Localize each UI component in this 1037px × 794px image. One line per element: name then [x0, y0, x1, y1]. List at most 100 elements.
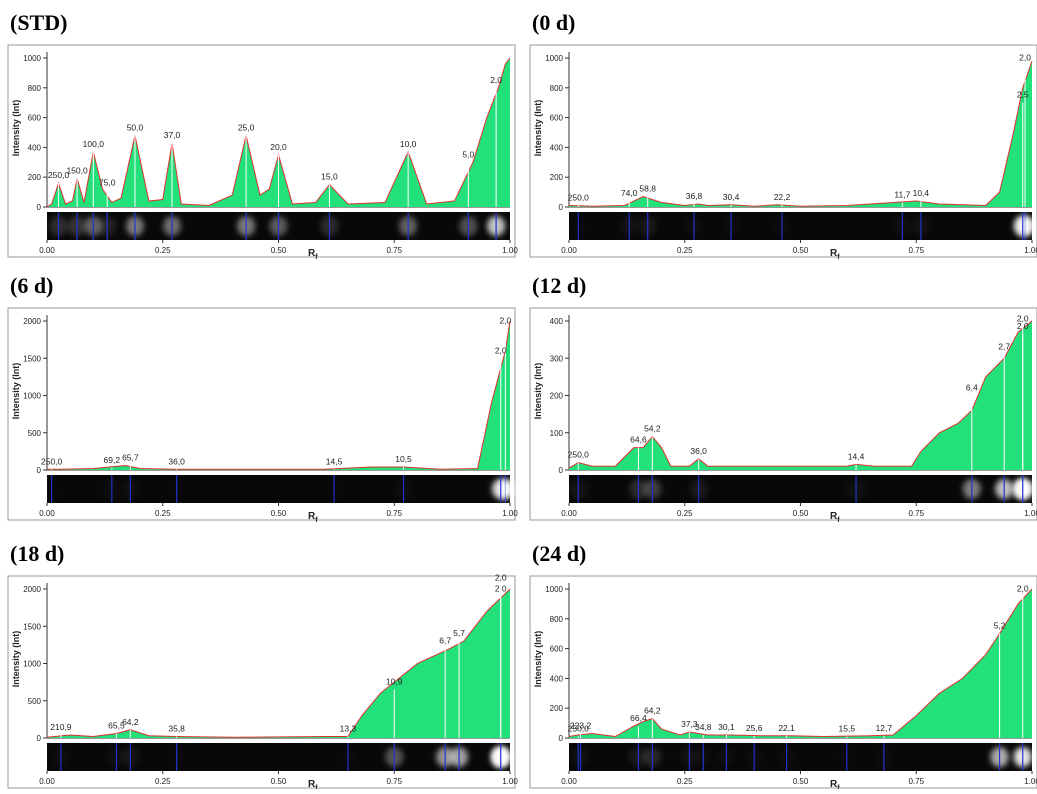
peak-label: 100,0: [83, 139, 105, 149]
peak-label: 150,0: [66, 166, 88, 176]
y-tick-label: 800: [28, 84, 42, 93]
x-tick-label: 0.00: [39, 777, 55, 786]
panel-title: (STD): [10, 10, 67, 35]
peak-label: 13,3: [340, 724, 357, 734]
peak-label: 15,5: [839, 724, 856, 734]
peak-label: 64,2: [122, 717, 139, 727]
y-tick-label: 1000: [23, 392, 41, 401]
peak-label: 14,5: [326, 456, 343, 466]
panel-title: (12 d): [532, 273, 586, 298]
y-tick-label: 200: [28, 173, 42, 182]
x-tick-label: 0.50: [793, 509, 809, 518]
x-tick-label: 0.50: [793, 777, 809, 786]
peak-label: 58,8: [639, 184, 656, 194]
peak-label: 2,7: [998, 342, 1010, 352]
x-tick-label: 0.50: [271, 246, 287, 255]
y-tick-label: 400: [550, 317, 564, 326]
x-tick-label: 0.25: [677, 246, 693, 255]
panel: (24 d)02004006008001000Intensity (Int)22…: [530, 541, 1037, 789]
peak-label: 6,7: [439, 636, 451, 646]
peak-label: 69,2: [104, 455, 121, 465]
peak-label: 22,1: [778, 723, 795, 733]
y-tick-label: 600: [28, 114, 42, 123]
x-axis-label: Rf: [308, 779, 318, 789]
y-axis-label: Intensity (Int): [533, 631, 543, 688]
x-tick-label: 0.50: [793, 246, 809, 255]
y-tick-label: 0: [559, 466, 564, 475]
y-tick-label: 0: [37, 734, 42, 743]
peak-label: 2,0: [1017, 583, 1029, 593]
peak-label: 250,0: [568, 193, 590, 203]
peak-label: 74,0: [621, 188, 638, 198]
y-tick-label: 1000: [545, 585, 563, 594]
peak-label: 50,0: [127, 122, 144, 132]
peak-label: 36,0: [690, 446, 707, 456]
x-tick-label: 0.25: [677, 777, 693, 786]
y-tick-label: 800: [550, 615, 564, 624]
peak-label: 250,0: [568, 724, 590, 734]
x-tick-label: 0.00: [561, 777, 577, 786]
figure: (STD)02004006008001000Intensity (Int)250…: [0, 0, 1037, 789]
x-tick-label: 0.00: [561, 246, 577, 255]
y-tick-label: 200: [550, 704, 564, 713]
x-tick-label: 1.00: [502, 509, 518, 518]
peak-label: 15,0: [321, 172, 338, 182]
y-tick-label: 400: [28, 143, 42, 152]
y-axis-label: Intensity (Int): [11, 100, 21, 157]
y-axis-label: Intensity (Int): [11, 363, 21, 420]
y-tick-label: 600: [550, 114, 564, 123]
peak-label: 64,2: [644, 706, 661, 716]
x-tick-label: 0.75: [386, 246, 402, 255]
y-tick-label: 400: [550, 143, 564, 152]
x-tick-label: 0.75: [386, 509, 402, 518]
peak-label: 12,7: [876, 723, 893, 733]
peak-label: 36,8: [686, 191, 703, 201]
peak-label: 6,4: [966, 383, 978, 393]
panel-title: (24 d): [532, 541, 586, 566]
y-tick-label: 500: [28, 697, 42, 706]
peak-label: 210,9: [50, 722, 72, 732]
y-tick-label: 200: [550, 392, 564, 401]
peak-label: 22,2: [774, 192, 791, 202]
x-tick-label: 1.00: [1024, 777, 1037, 786]
y-tick-label: 200: [550, 173, 564, 182]
x-tick-label: 0.00: [39, 509, 55, 518]
y-tick-label: 500: [28, 429, 42, 438]
x-tick-label: 0.25: [155, 509, 171, 518]
peak-label: 35,8: [168, 724, 185, 734]
x-tick-label: 0.00: [39, 246, 55, 255]
x-axis-label: Rf: [308, 248, 318, 261]
x-axis-label: Rf: [830, 779, 840, 789]
panel-title: (18 d): [10, 541, 64, 566]
panel-title: (0 d): [532, 10, 575, 35]
y-tick-label: 2000: [23, 317, 41, 326]
peak-label: 250,0: [41, 456, 63, 466]
x-tick-label: 0.00: [561, 509, 577, 518]
x-tick-label: 0.25: [677, 509, 693, 518]
x-tick-label: 0.75: [386, 777, 402, 786]
y-tick-label: 0: [37, 203, 42, 212]
y-tick-label: 300: [550, 354, 564, 363]
y-axis-label: Intensity (Int): [533, 363, 543, 420]
y-tick-label: 1000: [23, 54, 41, 63]
y-tick-label: 0: [559, 734, 564, 743]
x-axis-label: Rf: [830, 248, 840, 261]
intensity-line: [47, 321, 510, 469]
y-tick-label: 1000: [23, 660, 41, 669]
x-tick-label: 0.25: [155, 246, 171, 255]
peak-label: 36,0: [168, 456, 185, 466]
y-tick-label: 600: [550, 645, 564, 654]
area-fill: [47, 321, 510, 470]
x-tick-label: 0.75: [908, 509, 924, 518]
y-tick-label: 1000: [545, 54, 563, 63]
peak-label: 37,0: [164, 130, 181, 140]
peak-label: 2,0: [499, 315, 511, 325]
x-tick-label: 1.00: [1024, 246, 1037, 255]
peak-label: 30,1: [718, 722, 735, 732]
y-tick-label: 1500: [23, 354, 41, 363]
peak-label: 2,5: [1017, 90, 1029, 100]
area-fill: [47, 589, 510, 738]
peak-label: 34,8: [695, 722, 712, 732]
